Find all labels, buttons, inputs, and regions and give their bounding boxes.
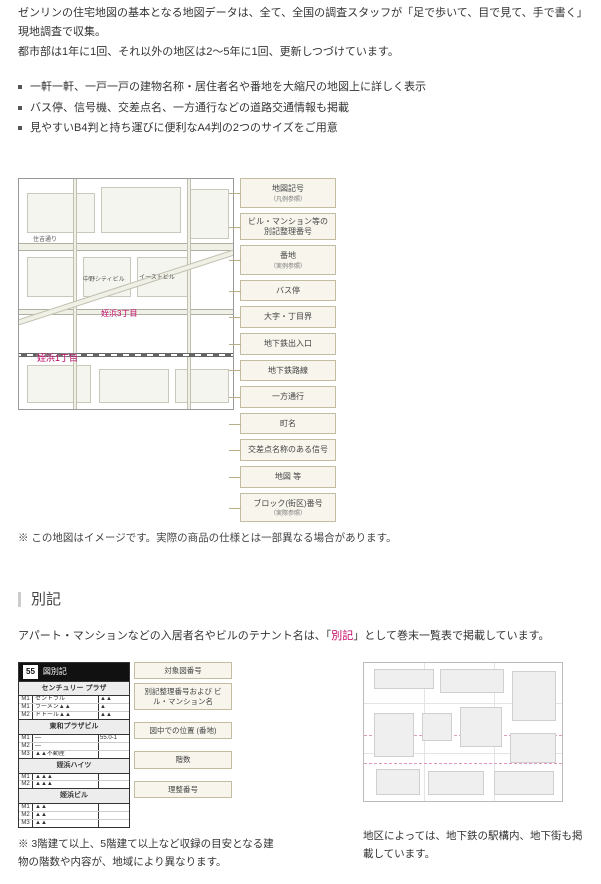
feature-item: 見やすいB4判と持ち運びに便利なA4判の2つのサイズをご用意 bbox=[18, 119, 583, 138]
betsuki-footnote: ※ 3階建て以上、5階建て以上など収録の目安となる建物の階数や内容が、地域により… bbox=[18, 836, 278, 872]
feature-list: 一軒一軒、一戸一戸の建物名称・居住者名や番地を大縮尺の地図上に詳しく表示 バス停… bbox=[18, 78, 583, 138]
betsuki-block: 55 図別記 センチュリー プラザ M1セントラル▲▲ M1ラーメン▲▲▲ M2… bbox=[18, 662, 278, 872]
section-desc: アパート・マンションなどの入居者名やビルのテナント名は、「別記」として巻末一覧表… bbox=[18, 627, 583, 646]
intro-block: ゼンリンの住宅地図の基本となる地図データは、全て、全国の調査スタッフが「足で歩い… bbox=[18, 4, 583, 62]
legend-item: 地下鉄路線 bbox=[240, 360, 336, 382]
legend-item: 大字・丁目界 bbox=[240, 306, 336, 328]
legend-item: 地図記号 （凡例参照） bbox=[240, 178, 336, 208]
betsuki-legend: 対象図番号 別記整理番号および ビル・マンション名 図中での位置 (番地) 階数… bbox=[134, 662, 232, 828]
legend-item: 地下鉄出入口 bbox=[240, 333, 336, 355]
betsuki-prop-name: センチュリー プラザ bbox=[19, 682, 129, 697]
legend-item: 一方通行 bbox=[240, 386, 336, 408]
legend-item: 町名 bbox=[240, 413, 336, 435]
intro-line-2: 都市部は1年に1回、それ以外の地区は2〜5年に1回、更新しつづけています。 bbox=[18, 43, 583, 62]
betsuki-tag: 対象図番号 bbox=[134, 662, 232, 679]
section-heading-betsuki: 別記 bbox=[18, 592, 583, 607]
bldg-label: イーストビル bbox=[139, 273, 175, 283]
area-label: 姪浜3丁目 bbox=[101, 307, 137, 321]
intro-line-1: ゼンリンの住宅地図の基本となる地図データは、全て、全国の調査スタッフが「足で歩い… bbox=[18, 4, 583, 41]
street-label: 住吉通り bbox=[33, 235, 57, 245]
betsuki-tag: 階数 bbox=[134, 751, 232, 768]
betsuki-header: 55 図別記 bbox=[19, 663, 129, 681]
map-legend: 地図記号 （凡例参照） ビル・マンション等の 別記整理番号 番地 （実例参照） … bbox=[240, 178, 336, 522]
underground-map-image bbox=[363, 662, 563, 802]
legend-item: バス停 bbox=[240, 280, 336, 302]
betsuki-tag: 理整番号 bbox=[134, 781, 232, 798]
legend-item: ビル・マンション等の 別記整理番号 bbox=[240, 213, 336, 240]
map-sample-row: 住吉通り 中野シティビル イーストビル 姪浜3丁目 姪浜1丁目 地図記号 （凡例… bbox=[18, 178, 583, 522]
feature-item: 一軒一軒、一戸一戸の建物名称・居住者名や番地を大縮尺の地図上に詳しく表示 bbox=[18, 78, 583, 97]
legend-item: 番地 （実例参照） bbox=[240, 245, 336, 275]
lower-row: 55 図別記 センチュリー プラザ M1セントラル▲▲ M1ラーメン▲▲▲ M2… bbox=[18, 662, 583, 872]
legend-item: ブロック(街区)番号 （実際参照） bbox=[240, 493, 336, 523]
betsuki-tag: 図中での位置 (番地) bbox=[134, 722, 232, 739]
betsuki-prop-name: 姪浜ハイツ bbox=[19, 759, 129, 774]
underground-note: 地区によっては、地下鉄の駅構内、地下街も掲載しています。 bbox=[363, 828, 583, 864]
legend-item: 地図 等 bbox=[240, 466, 336, 488]
feature-item: バス停、信号機、交差点名、一方通行などの道路交通情報も掲載 bbox=[18, 99, 583, 118]
map-sample-image: 住吉通り 中野シティビル イーストビル 姪浜3丁目 姪浜1丁目 bbox=[18, 178, 234, 410]
bldg-label: 中野シティビル bbox=[83, 275, 125, 285]
betsuki-tag: 別記整理番号および ビル・マンション名 bbox=[134, 683, 232, 710]
legend-item: 交差点名称のある信号 bbox=[240, 439, 336, 461]
area-label: 姪浜1丁目 bbox=[37, 351, 78, 366]
betsuki-prop-name: 姪浜ビル bbox=[19, 789, 129, 804]
betsuki-prop-name: 東和プラザビル bbox=[19, 720, 129, 735]
betsuki-table: 55 図別記 センチュリー プラザ M1セントラル▲▲ M1ラーメン▲▲▲ M2… bbox=[18, 662, 130, 828]
underground-block: 地区によっては、地下鉄の駅構内、地下街も掲載しています。 bbox=[363, 662, 583, 864]
map-disclaimer: ※ この地図はイメージです。実際の商品の仕様とは一部異なる場合があります。 bbox=[18, 530, 583, 548]
